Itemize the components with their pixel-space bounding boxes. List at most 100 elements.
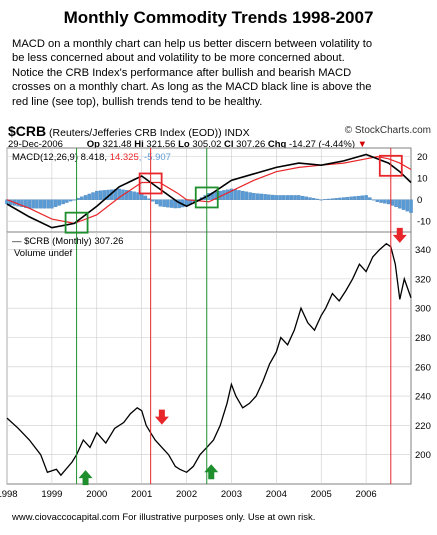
x-tick-label: 2005 xyxy=(311,489,332,500)
histogram-bar xyxy=(368,197,372,200)
histogram-bar xyxy=(20,199,24,208)
histogram-bar xyxy=(356,195,361,200)
crb-price-line xyxy=(6,242,412,477)
price-panel-frame xyxy=(6,231,412,485)
bullish-cross-box xyxy=(194,186,219,209)
histogram-bar xyxy=(23,199,28,208)
histogram-bar xyxy=(394,199,398,208)
histogram-bar xyxy=(143,195,148,200)
histogram-bar xyxy=(237,190,241,200)
price-grid xyxy=(6,232,411,484)
histogram-bar xyxy=(252,193,256,200)
histogram-bar xyxy=(289,195,294,200)
histogram-bar xyxy=(270,194,275,200)
volume-legend: Volume undef xyxy=(14,248,72,259)
x-tick-label: 1998 xyxy=(0,489,18,500)
histogram-bar xyxy=(383,199,387,204)
histogram-bar xyxy=(323,199,327,200)
histogram-bar xyxy=(91,192,95,200)
histogram-bar xyxy=(255,193,260,200)
up-arrow-icon xyxy=(78,470,93,486)
description-text: MACD on a monthly chart can help us bett… xyxy=(12,37,430,109)
histogram-bar xyxy=(95,190,99,200)
histogram-bar xyxy=(240,190,245,200)
price-y-tick-label: 280 xyxy=(415,333,431,344)
histogram-bar xyxy=(308,197,312,200)
histogram-bar xyxy=(297,195,301,200)
x-tick-label: 1999 xyxy=(41,489,62,500)
x-tick-label: 2001 xyxy=(131,489,152,500)
description-line: Notice the CRB Index's performance after… xyxy=(12,66,352,79)
macd-y-tick-label: 10 xyxy=(417,174,428,185)
signal-vertical-lines xyxy=(76,148,392,484)
price-y-tick-label: 300 xyxy=(415,304,431,315)
histogram-bar xyxy=(409,199,413,213)
price-panel: 340 320 300 280 260 240 220 200 — $CRB (Monthly… xyxy=(6,231,431,485)
macd-legend-macd: MACD(12,26,9) 8.418, xyxy=(12,152,110,163)
histogram-bar xyxy=(162,199,166,207)
price-y-tick-label: 260 xyxy=(415,362,431,373)
histogram-bar xyxy=(401,199,406,210)
macd-legend-hist: , -5.907 xyxy=(139,152,171,163)
x-tick-label: 2000 xyxy=(86,489,107,500)
price-y-tick-label: 240 xyxy=(415,392,431,403)
price-y-tick-label: 220 xyxy=(415,421,431,432)
open-label: Op xyxy=(86,139,100,150)
price-y-ticks: 340 320 300 280 260 240 220 200 xyxy=(415,245,431,461)
histogram-bar xyxy=(293,195,297,200)
x-tick-label: 2004 xyxy=(266,489,287,500)
macd-y-tick-label: 0 xyxy=(417,195,422,206)
histogram-bar xyxy=(50,199,54,209)
signal-boxes xyxy=(64,154,403,234)
histogram-bar xyxy=(38,199,43,209)
histogram-bar xyxy=(326,198,331,200)
description-line: crosses on a monthly chart. As long as t… xyxy=(12,81,372,94)
histogram-bar xyxy=(330,198,335,200)
histogram-bar xyxy=(386,199,391,205)
histogram-bar xyxy=(27,199,32,209)
macd-y-ticks: 20 10 0 -10 xyxy=(417,152,431,228)
macd-line xyxy=(6,153,412,229)
histogram-bar xyxy=(151,199,155,202)
signal-line xyxy=(6,155,412,225)
histogram-bar xyxy=(304,196,308,200)
histogram-bar xyxy=(263,194,267,200)
footer-disclaimer: www.ciovaccocapital.com For illustrative… xyxy=(12,512,316,523)
bearish-cross-box xyxy=(378,154,403,177)
histogram-bar xyxy=(72,199,77,201)
histogram-bar xyxy=(315,198,320,200)
histogram-bar xyxy=(360,195,365,200)
histogram-bar xyxy=(371,199,376,201)
description-line: red line (see top), bullish trends tend … xyxy=(12,95,263,108)
histogram-bar xyxy=(98,190,103,200)
histogram-bar xyxy=(278,195,282,200)
macd-y-tick-label: -10 xyxy=(417,217,431,228)
histogram-bar xyxy=(259,193,264,200)
low-label: Lo xyxy=(178,139,190,150)
macd-y-tick-label: 20 xyxy=(417,152,428,163)
histogram-bar xyxy=(398,199,402,209)
quote-date: 29-Dec-2006 xyxy=(8,139,63,150)
macd-panel: 20 10 0 -10 MACD(12,26,9) 8.418, 14.325, -5… xyxy=(5,147,431,233)
histogram-bar xyxy=(274,195,279,200)
histogram-bar xyxy=(282,195,286,200)
open-value: 321.48 xyxy=(102,139,132,150)
histogram-bar xyxy=(61,199,65,205)
histogram-bar xyxy=(136,192,140,200)
histogram-bar xyxy=(65,199,69,203)
histogram-bar xyxy=(233,189,237,200)
x-tick-label: 2006 xyxy=(356,489,377,500)
x-axis-ticks: 1998 1999 2000 2001 2002 2003 2004 2005 2006 xyxy=(0,489,377,500)
histogram-bar xyxy=(364,195,368,200)
histogram-bar xyxy=(68,199,73,202)
symbol: $CRB xyxy=(8,123,47,139)
price-y-tick-label: 200 xyxy=(415,450,431,461)
histogram-bar xyxy=(319,199,323,201)
description-line: MACD on a monthly chart can help us bett… xyxy=(12,38,373,50)
histogram-bar xyxy=(117,188,121,200)
histogram-bar xyxy=(128,190,133,200)
x-tick-label: 2003 xyxy=(221,489,242,500)
histogram-bar xyxy=(267,194,271,200)
histogram-bar xyxy=(154,199,159,205)
histogram-bar xyxy=(87,193,92,200)
